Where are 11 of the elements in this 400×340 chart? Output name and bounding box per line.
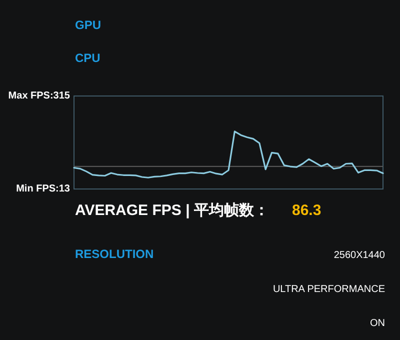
text: RESOLUTION [75, 247, 154, 261]
text: AVERAGE FPS | 平均帧数： [75, 202, 269, 219]
text: ULTRA PERFORMANCE [272, 284, 386, 295]
line-series [73, 130, 384, 178]
text: GPU [75, 18, 102, 32]
y-tick-label: Max FPS:315 [8, 90, 70, 102]
text: ON [370, 318, 385, 329]
text: 86.3 [292, 202, 322, 219]
y-tick-label: Min FPS:13 [16, 184, 70, 195]
text: CPU [75, 51, 100, 65]
text: 2560X1440 [334, 250, 386, 261]
